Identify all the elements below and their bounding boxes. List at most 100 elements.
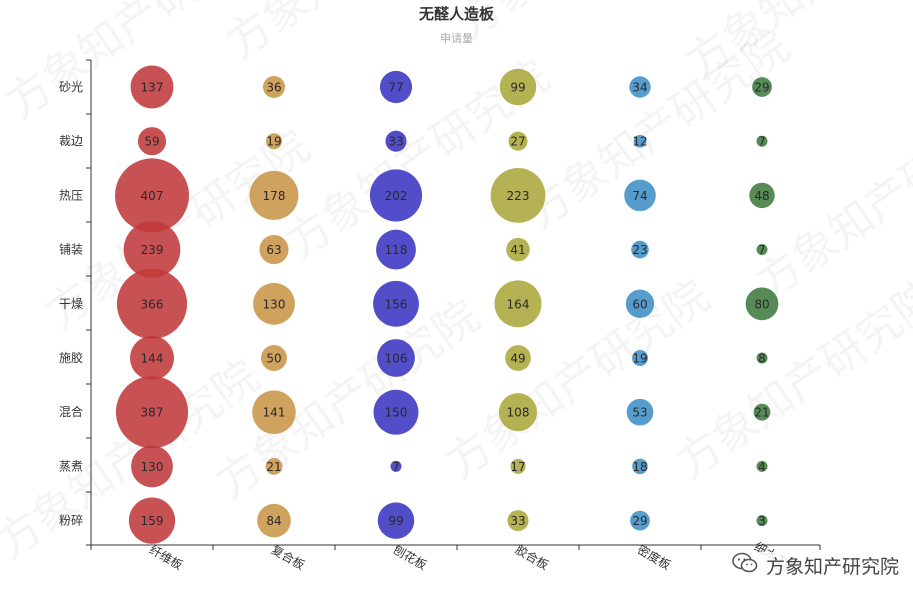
bubble [624, 179, 656, 212]
bubble [377, 502, 415, 539]
x-tick-label: 复合板 [269, 542, 308, 573]
bubble-value-label: 12 [632, 135, 647, 149]
bubble [507, 510, 529, 532]
bubble [756, 515, 768, 527]
bubble-value-label: 33 [510, 514, 525, 528]
bubble [373, 389, 419, 435]
bubble-value-label: 29 [754, 81, 769, 95]
bubble [377, 339, 415, 377]
bubble [265, 457, 283, 475]
y-tick-label: 蒸煮 [59, 459, 83, 473]
bubble-value-label: 50 [266, 352, 281, 366]
x-tick-label: 胶合板 [513, 542, 552, 573]
bubble [633, 134, 647, 148]
bubble [249, 170, 299, 220]
bubble [749, 182, 775, 209]
bubble-value-label: 59 [144, 135, 159, 149]
bubble [626, 398, 654, 426]
y-tick-label: 粉碎 [59, 513, 83, 528]
bubble-value-label: 27 [510, 135, 525, 149]
bubble-value-label: 36 [266, 81, 281, 95]
x-tick-label: 纤维板 [147, 542, 185, 572]
bubble [752, 77, 772, 97]
bubble-value-label: 387 [141, 406, 164, 420]
y-tick-label: 施胶 [59, 350, 83, 365]
x-tick-label: 密度板 [635, 542, 674, 573]
bubble [115, 158, 189, 233]
bubble-value-label: 106 [385, 352, 408, 366]
bubble [373, 280, 419, 327]
bubble-value-label: 144 [141, 352, 164, 366]
bubble [499, 68, 537, 106]
chart-title: 无醛人造板 [418, 5, 494, 23]
bubble-value-label: 19 [266, 135, 281, 149]
bubble [129, 335, 175, 381]
y-tick-label: 砂光 [59, 80, 83, 94]
bubble [510, 458, 526, 474]
bubble-value-label: 7 [758, 135, 766, 149]
bubble-value-label: 4 [758, 460, 766, 474]
bubble-value-label: 159 [141, 514, 164, 528]
bubble-value-label: 99 [510, 81, 525, 95]
y-tick-label: 干燥 [59, 297, 83, 311]
bubble-value-label: 239 [141, 243, 164, 257]
bubble-value-label: 7 [758, 243, 766, 257]
bubble-value-label: 33 [388, 135, 403, 149]
bubble-value-label: 366 [141, 297, 164, 311]
brand-mark: 方象知产研究院 [727, 552, 903, 579]
bubble-value-label: 407 [141, 189, 164, 203]
bubble-value-label: 34 [632, 81, 647, 95]
bubble [130, 65, 174, 109]
wechat-icon [732, 552, 758, 579]
bubble [262, 75, 286, 99]
bubble [390, 460, 402, 472]
bubble-value-label: 80 [754, 297, 769, 311]
bubble-value-label: 99 [388, 514, 403, 528]
bubble-value-label: 74 [632, 189, 647, 203]
bubble-value-label: 141 [263, 406, 286, 420]
bubble-value-label: 41 [510, 243, 525, 257]
bubble [632, 350, 648, 366]
bubble-value-label: 130 [263, 297, 286, 311]
y-tick-label: 热压 [59, 188, 83, 202]
bubble [128, 497, 176, 544]
bubble [490, 168, 546, 223]
bubble [259, 235, 289, 265]
bubble-value-label: 150 [385, 406, 408, 420]
bubble-value-label: 137 [141, 81, 164, 95]
bubbles: 1375940723936614438713015936191786313050… [115, 65, 779, 544]
bubble-value-label: 77 [388, 81, 403, 95]
bubble [630, 510, 650, 531]
bubble-value-label: 19 [632, 352, 647, 366]
bubble-value-label: 130 [141, 460, 164, 474]
bubble [506, 237, 530, 262]
bubble [257, 503, 291, 538]
bubble [756, 244, 768, 256]
bubble [756, 352, 768, 364]
bubble [745, 287, 779, 321]
chart-subtitle: 申请量 [440, 32, 473, 45]
bubble-value-label: 48 [754, 189, 769, 203]
bubble [632, 458, 648, 475]
bubble-value-label: 178 [263, 189, 286, 203]
bubble [116, 268, 188, 339]
bubble [753, 403, 771, 421]
bubble-value-label: 17 [510, 460, 525, 474]
y-tick-label: 裁边 [59, 134, 83, 148]
bubble [379, 70, 413, 104]
bubble [266, 133, 282, 150]
bubble-value-label: 18 [632, 460, 647, 474]
bubble [252, 390, 296, 434]
bubble [253, 282, 295, 325]
bubble-value-label: 84 [266, 514, 281, 528]
bubble-value-label: 156 [385, 297, 408, 311]
bubble [369, 169, 423, 222]
brand-text: 方象知产研究院 [765, 556, 899, 578]
bubble-value-label: 49 [510, 352, 525, 366]
y-tick-label: 铺装 [59, 243, 83, 257]
bubble [625, 289, 655, 319]
bubble-value-label: 223 [507, 189, 530, 203]
bubble-value-label: 21 [266, 460, 281, 474]
bubble-value-label: 60 [632, 297, 647, 311]
